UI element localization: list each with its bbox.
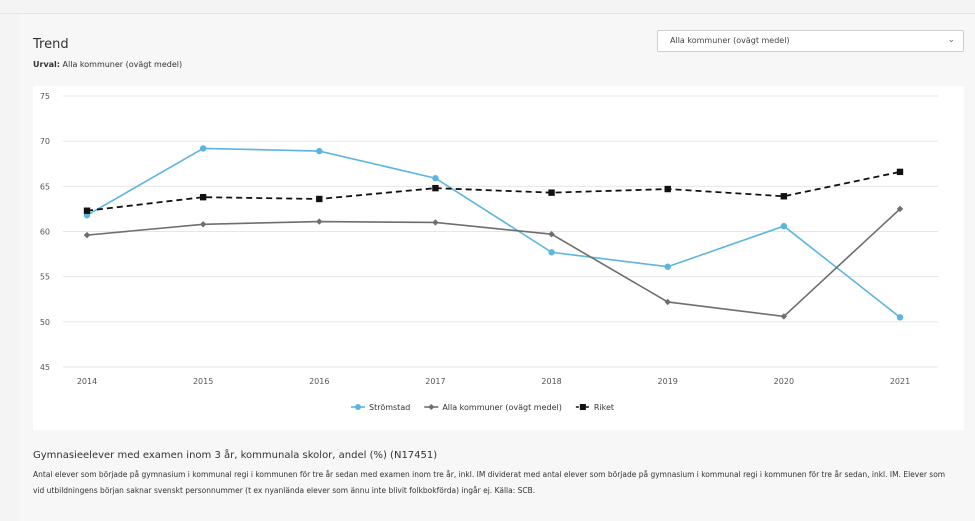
data-point <box>780 222 788 230</box>
data-point <box>316 195 323 203</box>
legend-marker <box>428 404 435 410</box>
y-tick-label: 60 <box>40 228 50 237</box>
data-point <box>83 207 91 214</box>
x-tick-label: 2017 <box>425 377 445 386</box>
data-point <box>896 205 904 213</box>
x-tick-label: 2020 <box>774 377 794 386</box>
data-point <box>199 193 207 201</box>
data-point <box>548 231 555 238</box>
data-point <box>664 298 671 306</box>
selection-label-key: Urval: <box>33 60 60 69</box>
dropdown-selected-value: Alla kommuner (ovägt medel) <box>670 36 790 45</box>
top-bar <box>0 0 975 14</box>
indicator-description: Antal elever som började på gymnasium i … <box>33 470 946 495</box>
y-tick-label: 50 <box>40 318 50 327</box>
x-tick-label: 2019 <box>658 377 678 386</box>
data-point <box>432 175 439 182</box>
selection-label-value: Alla kommuner (ovägt medel) <box>62 60 183 69</box>
x-tick-label: 2015 <box>193 377 213 386</box>
x-tick-label: 2016 <box>309 377 329 386</box>
selection-label: Urval: Alla kommuner (ovägt medel) <box>33 60 182 69</box>
x-axis-ticks: 2014 2015 2016 2017 2018 2019 2020 2021 <box>77 377 910 386</box>
x-tick-label: 2018 <box>541 377 561 386</box>
legend-marker <box>579 404 586 410</box>
gridlines <box>63 95 938 368</box>
data-point <box>664 263 671 270</box>
legend-label: Alla kommuner (ovägt medel) <box>442 403 562 412</box>
y-tick-label: 75 <box>40 92 50 101</box>
y-tick-label: 45 <box>40 363 50 372</box>
chevron-down-icon: ⌄ <box>947 35 955 45</box>
x-tick-label: 2021 <box>890 377 910 386</box>
legend-marker <box>355 404 361 410</box>
data-point <box>896 314 904 321</box>
data-point <box>199 145 207 152</box>
page-title: Trend <box>33 37 69 52</box>
indicator-title: Gymnasieelever med examen inom 3 år, kom… <box>33 450 438 461</box>
series-lines <box>83 145 904 321</box>
municipality-dropdown[interactable]: Alla kommuner (ovägt medel) ⌄ <box>657 30 964 52</box>
data-point <box>780 193 788 200</box>
trend-chart: 45 50 55 60 65 70 75 2014 2015 2016 2017 2018 2019 2… <box>33 86 964 430</box>
data-point <box>316 147 323 155</box>
legend-label: Strömstad <box>369 403 410 412</box>
x-tick-label: 2014 <box>77 377 97 386</box>
legend: Strömstad Alla kommuner (ovägt medel) Rike… <box>351 403 614 412</box>
data-point <box>83 231 91 239</box>
data-point <box>664 185 671 193</box>
y-axis-ticks: 45 50 55 60 65 70 75 <box>40 92 50 372</box>
data-point <box>548 249 555 256</box>
data-point <box>432 184 439 192</box>
y-tick-label: 55 <box>40 273 50 282</box>
series-line <box>86 208 901 318</box>
legend-label: Riket <box>594 403 614 412</box>
series-line <box>86 147 901 318</box>
data-point <box>316 218 323 225</box>
y-tick-label: 65 <box>40 182 50 191</box>
y-tick-label: 70 <box>40 137 50 146</box>
data-point <box>896 168 904 176</box>
data-point <box>199 221 207 228</box>
data-point <box>548 189 555 196</box>
series-line <box>86 170 901 212</box>
data-point <box>780 313 788 320</box>
data-point <box>432 219 439 226</box>
